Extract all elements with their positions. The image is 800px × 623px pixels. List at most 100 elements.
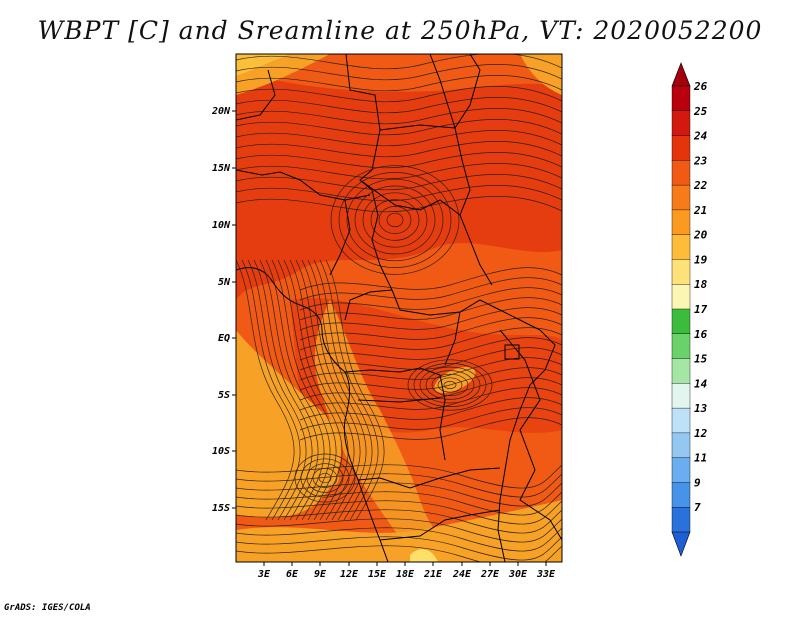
streamline <box>419 366 481 404</box>
streamline <box>236 64 562 81</box>
warm-patch-north <box>236 70 562 300</box>
streamline <box>295 259 355 521</box>
colorbar-cell <box>671 184 691 211</box>
colorbar-label: 12 <box>694 427 708 440</box>
lat-label: 5N <box>218 277 231 288</box>
colorbar-cell <box>671 482 691 508</box>
lon-label: 3E <box>257 569 271 580</box>
streamline <box>306 463 344 493</box>
colorbar-label: 14 <box>694 377 708 390</box>
streamline <box>378 206 412 234</box>
colorbar-cell <box>671 209 691 236</box>
lon-label: 12E <box>340 569 359 580</box>
lat-label: 10N <box>212 220 231 231</box>
streamline <box>236 196 562 213</box>
streamline <box>294 453 356 503</box>
lon-label: 15E <box>368 569 387 580</box>
colorbar-cell <box>671 85 691 112</box>
colorbar-label: 24 <box>693 130 708 143</box>
lon-label: 21E <box>423 569 443 580</box>
lon-label: 27E <box>480 569 500 580</box>
country-borders <box>236 54 562 562</box>
colorbar-label: 9 <box>694 476 701 489</box>
colorbar: 26 25 24 23 22 21 20 19 18 17 16 15 14 13 12 11 9 7 <box>671 62 708 557</box>
streamline <box>407 359 493 411</box>
light-patch-center <box>314 300 470 562</box>
colorbar-cell <box>671 135 691 161</box>
colorbar-cell <box>671 457 691 483</box>
streamline <box>299 267 562 291</box>
streamline <box>299 287 562 311</box>
colorbar-label: 20 <box>693 229 708 242</box>
light-patch-ne <box>520 54 562 95</box>
map-panel <box>236 54 562 562</box>
streamline <box>299 377 562 401</box>
streamline <box>241 259 301 521</box>
streamline <box>236 174 562 191</box>
streamline <box>299 367 562 391</box>
colorbar-cell <box>671 333 691 360</box>
yellow-patch-south <box>410 549 438 562</box>
streamline <box>413 363 487 407</box>
streamline <box>236 259 295 521</box>
streamline <box>271 259 331 521</box>
streamline <box>346 178 444 262</box>
streamline <box>236 545 562 562</box>
streamlines <box>236 54 562 562</box>
streamline <box>299 417 562 441</box>
colorbar-cell <box>671 308 691 335</box>
streamline <box>299 307 562 331</box>
streamline <box>236 119 562 136</box>
streamline <box>236 152 562 169</box>
streamline <box>425 370 475 400</box>
streamline <box>236 527 562 552</box>
lighter-patch-nw <box>236 54 290 76</box>
streamline <box>277 259 337 521</box>
lat-label: 5S <box>218 390 230 401</box>
colorbar-label: 13 <box>694 402 708 415</box>
streamline <box>299 327 562 351</box>
colorbar-label: 11 <box>694 452 707 465</box>
streamline <box>236 75 562 92</box>
colorbar-cell <box>671 507 691 533</box>
streamline <box>236 518 562 543</box>
streamline <box>236 163 562 180</box>
colorbar-bottom-arrow <box>671 531 691 557</box>
light-patch-south <box>236 500 562 562</box>
streamline <box>300 458 350 498</box>
streamline <box>299 357 562 381</box>
streamline <box>283 259 343 521</box>
streamline <box>299 347 562 371</box>
streamline <box>386 212 404 228</box>
streamline <box>312 468 338 488</box>
streamline <box>338 172 452 268</box>
streamline <box>236 473 562 498</box>
streamline <box>236 491 562 516</box>
streamline <box>236 130 562 147</box>
lat-label: 15S <box>212 503 230 514</box>
lat-label: 20N <box>211 106 231 117</box>
streamline <box>236 97 562 114</box>
colorbar-cell <box>671 110 691 137</box>
lon-label: 30E <box>508 569 528 580</box>
streamline <box>236 54 562 70</box>
streamline <box>354 185 436 255</box>
lake-victoria <box>504 344 520 360</box>
streamline <box>330 165 460 275</box>
streamline <box>236 108 562 125</box>
colorbar-cell <box>671 432 691 459</box>
streamline <box>236 185 562 202</box>
colorbar-cell <box>671 259 691 285</box>
lon-label: 9E <box>314 569 327 580</box>
longitude-axis: 3E 6E 9E 12E 15E 18E 21E 24E 27E 30E 33E <box>257 562 556 580</box>
streamline <box>299 297 562 321</box>
lat-label: EQ <box>218 333 230 344</box>
latitude-axis: 20N 15N 10N 5N EQ 5S 10S 15S <box>211 106 236 514</box>
streamline <box>443 381 457 389</box>
colorbar-cell <box>671 234 691 260</box>
colorbar-cell <box>671 407 691 434</box>
streamline <box>259 259 319 521</box>
colorbar-cell <box>671 160 691 186</box>
streamline <box>362 192 428 248</box>
